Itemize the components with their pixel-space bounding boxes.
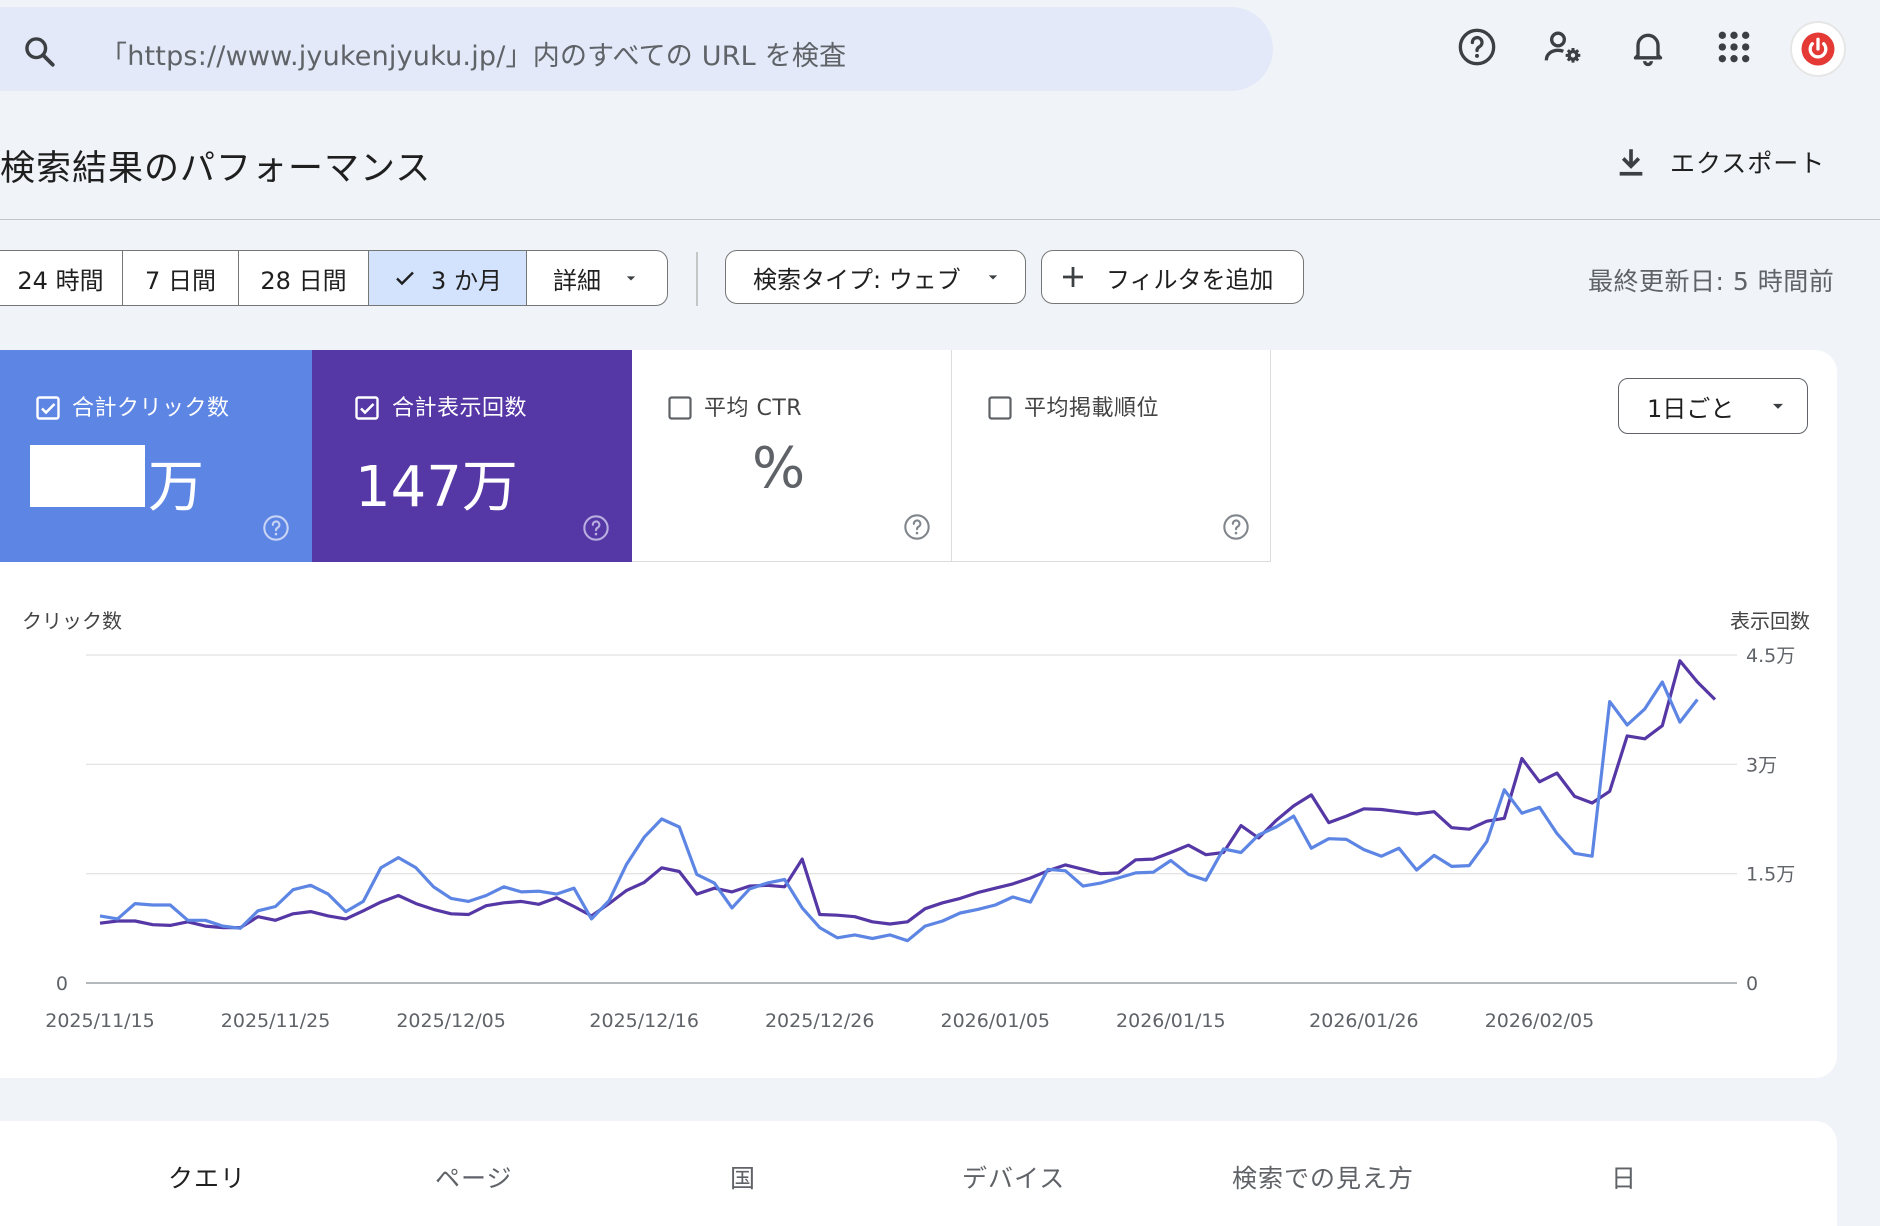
checkbox-checked-icon[interactable]	[36, 396, 60, 420]
metric-total-impressions[interactable]: 合計表示回数 147万	[312, 350, 632, 562]
power-logo-icon	[1801, 32, 1835, 66]
metric-label: 合計クリック数	[72, 396, 230, 421]
checkbox-unchecked-icon[interactable]	[988, 396, 1012, 420]
interval-label: 1日ごと	[1647, 394, 1735, 423]
tab-country[interactable]: 国	[730, 1164, 757, 1193]
url-inspection-search[interactable]: 「https://www.jyukenjyuku.jp/」内のすべての URL …	[0, 7, 1273, 91]
performance-chart: クリック数 表示回数 0 1.5万 3万 4.5万 0 2025/11/15 2025/11…	[22, 609, 1810, 1032]
redacted-value	[30, 445, 145, 507]
range-3m[interactable]: 3 か月	[369, 251, 527, 305]
x-axis-tick: 2025/11/25	[221, 1010, 331, 1032]
metric-label: 平均掲載順位	[1024, 396, 1160, 421]
left-axis-title: クリック数	[22, 609, 122, 633]
metric-total-clicks[interactable]: 合計クリック数 万	[0, 350, 312, 562]
range-24h[interactable]: 24 時間	[0, 251, 123, 305]
search-type-label: 検索タイプ: ウェブ	[753, 265, 961, 294]
right-axis-tick: 0	[1746, 973, 1758, 995]
help-icon[interactable]	[1457, 27, 1497, 67]
export-label: エクスポート	[1670, 149, 1826, 178]
range-28d[interactable]: 28 日間	[239, 251, 369, 305]
apps-grid-icon[interactable]	[1714, 27, 1754, 67]
tab-query[interactable]: クエリ	[168, 1164, 247, 1193]
x-axis-tick: 2026/01/15	[1116, 1010, 1226, 1032]
right-axis-title: 表示回数	[1730, 609, 1810, 633]
x-axis-tick: 2025/11/15	[45, 1010, 155, 1032]
header-divider	[0, 219, 1880, 220]
page-title: 検索結果のパフォーマンス	[0, 149, 432, 189]
range-3m-label: 3 か月	[431, 266, 502, 295]
range-7d[interactable]: 7 日間	[123, 251, 239, 305]
right-axis-tick: 3万	[1746, 754, 1777, 776]
help-icon[interactable]	[262, 514, 290, 542]
account-avatar[interactable]	[1790, 21, 1846, 77]
last-updated: 最終更新日: 5 時間前	[1588, 267, 1835, 296]
export-button[interactable]: エクスポート	[1614, 142, 1825, 182]
tab-search-appearance[interactable]: 検索での見え方	[1232, 1164, 1415, 1193]
tab-page[interactable]: ページ	[435, 1164, 513, 1193]
help-icon[interactable]	[1222, 513, 1250, 541]
dropdown-arrow-icon	[1773, 403, 1784, 409]
add-filter-label: フィルタを追加	[1106, 265, 1274, 294]
checkbox-checked-icon[interactable]	[355, 396, 379, 420]
metric-label: 合計表示回数	[392, 396, 528, 421]
toolbar-divider	[696, 252, 698, 306]
right-axis-tick: 4.5万	[1746, 645, 1795, 667]
download-icon	[1619, 149, 1643, 176]
user-settings-icon[interactable]	[1543, 27, 1583, 67]
dropdown-arrow-icon	[626, 276, 636, 281]
interval-dropdown[interactable]: 1日ごと	[1618, 378, 1808, 434]
right-axis-tick: 1.5万	[1746, 864, 1795, 886]
series-impressions-line	[99, 659, 1717, 930]
x-axis-tick: 2026/02/05	[1485, 1010, 1595, 1032]
x-axis-tick: 2026/01/26	[1309, 1010, 1419, 1032]
checkbox-unchecked-icon[interactable]	[668, 396, 692, 420]
series-clicks-line	[99, 680, 1699, 943]
help-icon[interactable]	[903, 513, 931, 541]
range-custom-label: 詳細	[553, 266, 601, 295]
x-axis-tick: 2025/12/16	[589, 1010, 699, 1032]
metric-average-position[interactable]: 平均掲載順位	[952, 350, 1271, 562]
metric-label: 平均 CTR	[704, 396, 803, 421]
tab-device[interactable]: デバイス	[962, 1164, 1066, 1193]
search-input[interactable]: 「https://www.jyukenjyuku.jp/」内のすべての URL …	[100, 41, 847, 72]
bell-icon[interactable]	[1628, 27, 1668, 67]
dropdown-arrow-icon	[988, 275, 997, 280]
range-custom[interactable]: 詳細	[527, 251, 667, 305]
metric-value: %	[752, 436, 806, 501]
search-icon	[25, 37, 55, 67]
metric-value: 147万	[355, 455, 518, 520]
help-icon[interactable]	[582, 514, 610, 542]
dimension-tabs: クエリ ページ 国 デバイス 検索での見え方 日	[0, 1121, 1837, 1226]
left-axis-tick: 0	[56, 973, 68, 995]
x-axis-tick: 2026/01/05	[941, 1010, 1051, 1032]
date-range-selector: 24 時間 7 日間 28 日間 3 か月 詳細	[0, 250, 668, 306]
plus-icon	[1063, 267, 1083, 287]
metric-value: 万	[148, 455, 204, 520]
x-axis-tick: 2025/12/26	[765, 1010, 875, 1032]
tab-date[interactable]: 日	[1611, 1164, 1638, 1193]
search-type-filter[interactable]: 検索タイプ: ウェブ	[725, 250, 1026, 304]
metric-average-ctr[interactable]: 平均 CTR %	[632, 350, 952, 562]
check-icon	[396, 271, 414, 286]
x-axis-tick: 2025/12/05	[396, 1010, 506, 1032]
add-filter-button[interactable]: フィルタを追加	[1041, 250, 1304, 304]
